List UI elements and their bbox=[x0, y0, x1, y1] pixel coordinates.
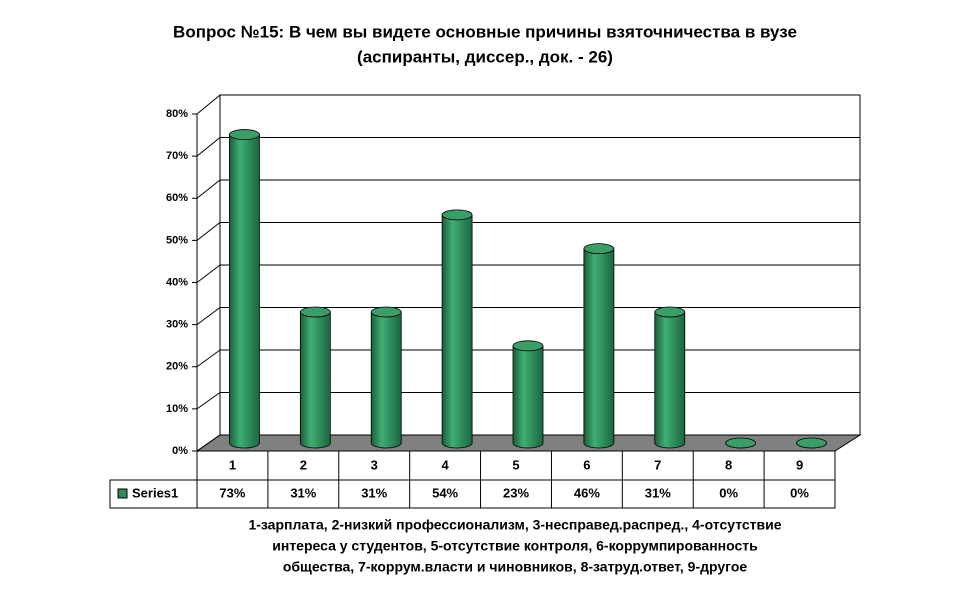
table-value: 31% bbox=[645, 485, 671, 500]
bar-top bbox=[583, 243, 615, 255]
bar bbox=[583, 248, 615, 449]
caption: общества, 7-коррум.власти и чиновников, … bbox=[283, 559, 748, 575]
legend-key bbox=[117, 488, 128, 499]
y-tick-label: 30% bbox=[166, 319, 188, 331]
grid-line bbox=[196, 137, 221, 157]
x-tick-label: 8 bbox=[725, 457, 732, 472]
bar-top bbox=[654, 306, 686, 318]
table-value: 23% bbox=[503, 485, 529, 500]
bar-top bbox=[725, 437, 757, 449]
bar-top bbox=[299, 306, 331, 318]
bar-top bbox=[796, 437, 827, 449]
bar bbox=[229, 134, 260, 449]
legend-label: Series1 bbox=[132, 485, 178, 500]
y-tick-label: 60% bbox=[166, 192, 188, 204]
bar-top bbox=[512, 340, 544, 352]
table-value: 46% bbox=[574, 485, 600, 500]
x-tick-label: 1 bbox=[229, 457, 236, 472]
bar bbox=[441, 214, 473, 449]
grid-line bbox=[196, 94, 221, 115]
x-tick-label: 7 bbox=[654, 457, 661, 472]
grid-line bbox=[196, 392, 221, 410]
x-tick-label: 6 bbox=[583, 457, 590, 472]
table-value: 0% bbox=[790, 485, 809, 500]
grid-line bbox=[196, 434, 221, 452]
table-value: 0% bbox=[719, 485, 738, 500]
y-tick-label: 10% bbox=[166, 403, 188, 415]
chart-title: Вопрос №15: В чем вы видете основные при… bbox=[173, 22, 797, 41]
caption: 1-зарплата, 2-низкий профессионализм, 3-… bbox=[248, 517, 781, 533]
x-tick-label: 3 bbox=[371, 457, 378, 472]
bar bbox=[299, 311, 331, 449]
x-tick-label: 9 bbox=[796, 457, 803, 472]
grid-line bbox=[196, 307, 221, 326]
y-tick-label: 70% bbox=[166, 150, 188, 162]
y-tick-label: 50% bbox=[166, 234, 188, 246]
grid-line bbox=[196, 222, 221, 241]
y-tick-label: 40% bbox=[166, 276, 188, 288]
x-tick-label: 4 bbox=[441, 457, 449, 472]
bar bbox=[654, 311, 686, 449]
x-tick-label: 2 bbox=[300, 457, 307, 472]
bar bbox=[512, 345, 544, 449]
bar-top bbox=[370, 306, 402, 318]
y-tick-label: 80% bbox=[166, 108, 188, 120]
grid-line bbox=[196, 349, 221, 368]
bar-top bbox=[441, 209, 473, 221]
grid-line bbox=[196, 179, 221, 199]
grid-line bbox=[196, 264, 221, 283]
table-value: 73% bbox=[219, 485, 245, 500]
table-value: 54% bbox=[432, 485, 458, 500]
y-tick-label: 0% bbox=[172, 445, 188, 457]
x-tick-label: 5 bbox=[512, 457, 519, 472]
bar-top bbox=[229, 129, 260, 140]
table-value: 31% bbox=[361, 485, 387, 500]
caption: интереса у студентов, 5-отсутствие контр… bbox=[272, 538, 758, 554]
chart-subtitle: (аспиранты, диссер., док. - 26) bbox=[357, 47, 613, 66]
bar bbox=[370, 311, 402, 449]
table-value: 31% bbox=[290, 485, 316, 500]
y-tick-label: 20% bbox=[166, 361, 188, 373]
